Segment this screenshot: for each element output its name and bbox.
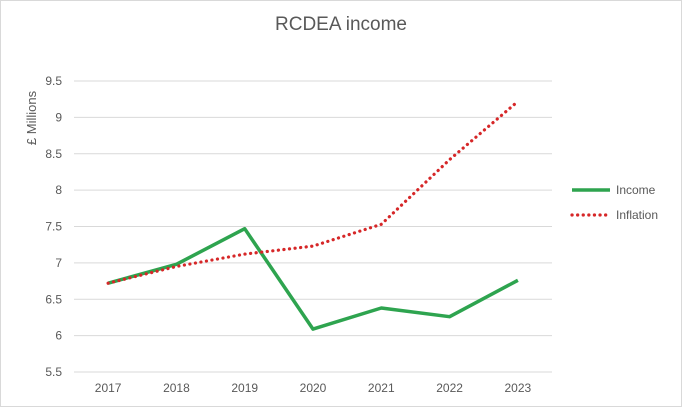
x-tick-label: 2019 — [231, 381, 258, 395]
x-tick-label: 2022 — [436, 381, 463, 395]
series-lines — [106, 99, 520, 331]
x-tick-label: 2023 — [505, 381, 532, 395]
series-line-inflation — [106, 99, 520, 285]
chart-title: RCDEA income — [275, 14, 407, 35]
legend-label-income: Income — [616, 183, 656, 197]
y-tick-label: 9.5 — [45, 74, 62, 88]
x-tick-label: 2018 — [163, 381, 190, 395]
x-tick-label: 2020 — [300, 381, 327, 395]
y-tick-label: 5.5 — [45, 365, 62, 379]
y-tick-label: 8 — [55, 183, 62, 197]
y-tick-label: 7 — [55, 256, 62, 270]
x-tick-label: 2017 — [95, 381, 122, 395]
legend: Income Inflation — [570, 183, 658, 222]
series-line-income — [107, 226, 519, 331]
y-axis-ticks: 5.5 6 6.5 7 7.5 8 8.5 9 9.5 — [45, 74, 62, 379]
y-tick-label: 6.5 — [45, 292, 62, 306]
y-axis-label: £ Millions — [24, 90, 39, 145]
y-tick-label: 9 — [55, 110, 62, 124]
x-axis-ticks: 2017 2018 2019 2020 2021 2022 2023 — [95, 381, 532, 395]
gridlines — [74, 80, 552, 373]
x-tick-label: 2021 — [368, 381, 395, 395]
y-tick-label: 6 — [55, 329, 62, 343]
y-tick-label: 8.5 — [45, 147, 62, 161]
legend-label-inflation: Inflation — [616, 208, 658, 222]
y-tick-label: 7.5 — [45, 220, 62, 234]
